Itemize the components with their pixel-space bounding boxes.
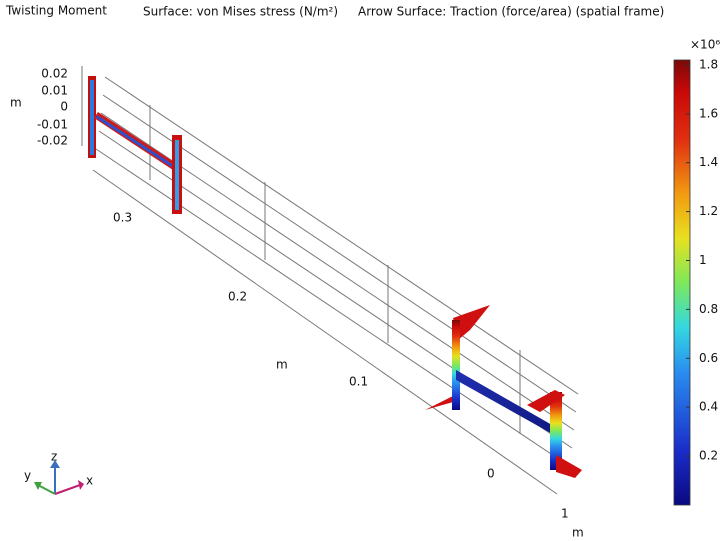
y-tick-label: 0	[487, 467, 495, 481]
triad-x: x	[86, 474, 93, 488]
x-unit: m	[572, 526, 584, 540]
z-tick-label: -0.01	[37, 118, 68, 132]
triad-y: y	[24, 469, 31, 483]
z-axis-labels: m 0.02 0.01 0 -0.01 -0.02	[10, 67, 68, 148]
z-tick-label: 0	[60, 100, 68, 114]
colorbar-tick-label: 1	[699, 253, 707, 267]
colorbar-tick-label: 1.8	[699, 57, 718, 71]
surface-title: Surface: von Mises stress (N/m²)	[143, 5, 338, 19]
colorbar-tick-label: 1.2	[699, 204, 718, 218]
y-unit: m	[276, 358, 288, 372]
colorbar-tick-label: 0.2	[699, 449, 718, 463]
z-tick-label: 0.02	[41, 67, 68, 81]
colorbar: ×10⁶ 1.8 1.6 1.4 1.2 1 0.8 0.6 0.4 0.2	[674, 38, 720, 506]
y-tick-label: 0.3	[113, 211, 132, 225]
z-unit: m	[10, 96, 22, 110]
arrow-title: Arrow Surface: Traction (force/area) (sp…	[358, 5, 664, 19]
triad: z y x	[24, 450, 93, 495]
y-tick-label: 0.2	[228, 290, 247, 304]
colorbar-tick-label: 1.6	[699, 106, 718, 120]
colorbar-tick-label: 0.6	[699, 351, 718, 365]
grid	[82, 66, 578, 494]
plot-window: Twisting Moment Surface: von Mises stres…	[0, 0, 726, 541]
colorbar-tick-label: 0.4	[699, 400, 718, 414]
triad-z: z	[51, 450, 57, 464]
near-section	[425, 305, 582, 478]
plot-name: Twisting Moment	[5, 4, 107, 18]
colorbar-multiplier: ×10⁶	[690, 38, 720, 52]
z-tick-label: -0.02	[37, 134, 68, 148]
z-tick-label: 0.01	[41, 84, 68, 98]
x-tick-label: 1	[561, 507, 569, 521]
colorbar-tick-label: 0.8	[699, 302, 718, 316]
colorbar-tick-label: 1.4	[699, 155, 718, 169]
y-tick-label: 0.1	[349, 375, 368, 389]
colorbar-gradient	[674, 60, 690, 505]
